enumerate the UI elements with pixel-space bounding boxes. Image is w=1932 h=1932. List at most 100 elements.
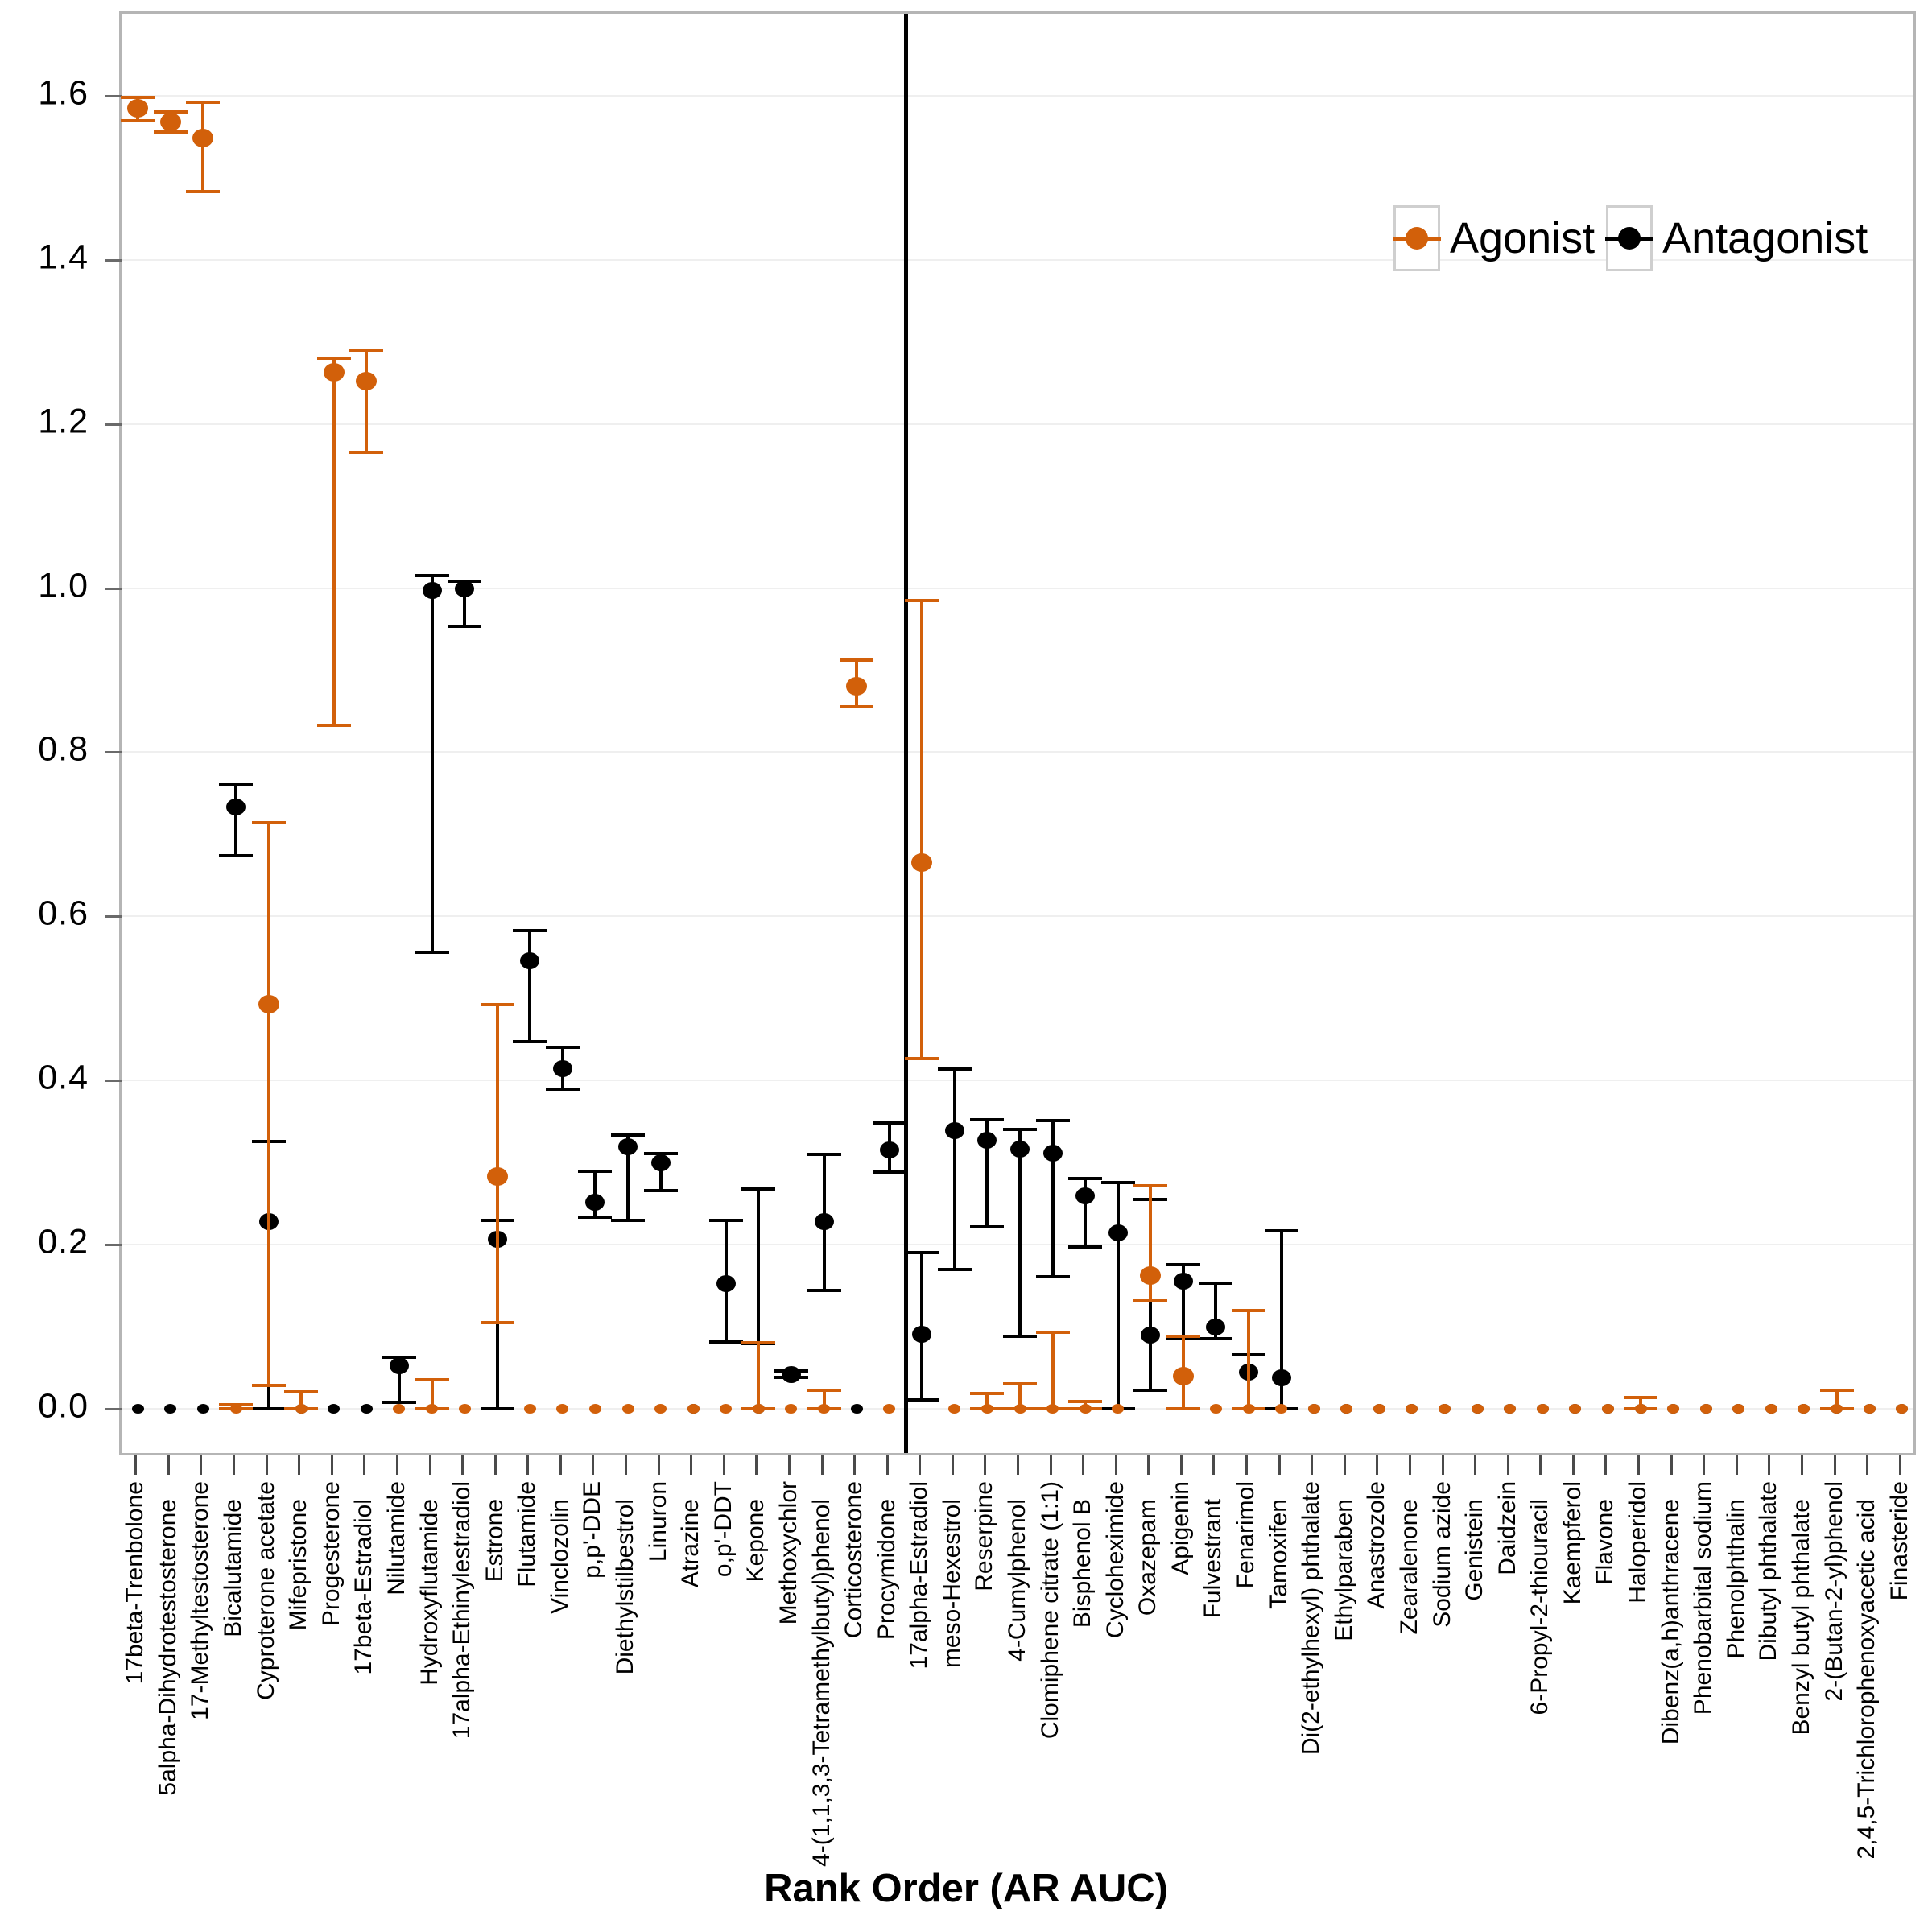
- legend-key-agonist: [1393, 205, 1441, 271]
- error-bar-line: [920, 600, 924, 1059]
- gridline: [122, 915, 1913, 918]
- data-point: [1140, 1266, 1162, 1286]
- data-point: [328, 1403, 341, 1414]
- x-axis-tick: [559, 1455, 562, 1475]
- x-axis-tick: [167, 1455, 170, 1475]
- x-axis-tick-label: Sodium azide: [1428, 1481, 1455, 1628]
- y-axis-tick-labels: 1.6 1.4 1.2 1.0 0.8 0.6 0.4 0.2 0.0: [0, 11, 113, 1455]
- x-axis-tick-label: Cyproterone acetate: [252, 1481, 279, 1700]
- x-axis-tick-label: Flavone: [1591, 1499, 1619, 1585]
- error-bar-line: [1149, 1185, 1153, 1302]
- data-point: [1601, 1403, 1614, 1414]
- error-bar-cap-lower: [153, 130, 188, 134]
- data-point: [455, 580, 475, 598]
- data-point: [948, 1403, 961, 1414]
- error-bar-cap-lower: [708, 1340, 743, 1344]
- data-point: [911, 853, 933, 873]
- error-bar-cap-upper: [611, 1133, 646, 1137]
- error-bar-line: [299, 1392, 303, 1409]
- x-axis-tick-labels: 17beta-Trenbolone 5alpha-Dihydrotestoster…: [119, 1476, 1916, 1895]
- error-bar-line: [332, 358, 336, 725]
- error-bar-line: [1018, 1129, 1022, 1337]
- error-bar-cap-upper: [121, 95, 155, 99]
- x-axis-tick: [233, 1455, 236, 1475]
- error-bar-cap-upper: [1264, 1228, 1298, 1232]
- data-point: [1699, 1403, 1712, 1414]
- error-bar-line: [1639, 1397, 1643, 1409]
- x-axis-tick-label: 6-Propyl-2-thiouracil: [1526, 1499, 1554, 1715]
- x-axis-tick: [657, 1455, 660, 1475]
- x-axis-tick-label: Finasteride: [1885, 1481, 1913, 1601]
- data-point: [1075, 1187, 1096, 1205]
- legend: Agonist Antagonist: [1393, 205, 1879, 271]
- x-axis-tick: [1343, 1455, 1346, 1475]
- error-bar-cap-lower: [545, 1088, 580, 1092]
- data-point: [458, 1403, 471, 1414]
- x-axis-tick-label: Bisphenol B: [1069, 1499, 1096, 1629]
- x-axis-tick-label: 2-(Butan-2-yl)phenol: [1820, 1481, 1847, 1702]
- error-bar-cap-lower: [349, 451, 384, 455]
- legend-label-agonist: Agonist: [1450, 214, 1596, 262]
- data-point: [356, 372, 378, 391]
- x-axis-tick-label: Anastrozole: [1363, 1481, 1390, 1609]
- data-point: [1010, 1141, 1030, 1158]
- x-axis-tick: [984, 1455, 987, 1475]
- error-bar-cap-upper: [545, 1046, 580, 1050]
- error-bar-cap-upper: [1232, 1308, 1266, 1312]
- error-bar-line: [266, 823, 270, 1386]
- x-axis-tick-label: Procymidone: [873, 1499, 900, 1641]
- x-axis-tick: [1147, 1455, 1150, 1475]
- x-axis-tick: [330, 1455, 333, 1475]
- x-axis-tick: [1703, 1455, 1706, 1475]
- x-axis-tick: [1800, 1455, 1803, 1475]
- data-point: [850, 1403, 863, 1414]
- x-axis-tick-label: Phenolphthalin: [1722, 1499, 1749, 1659]
- data-point: [687, 1403, 700, 1414]
- error-bar-line: [985, 1393, 989, 1409]
- gridline: [122, 587, 1913, 589]
- x-axis-tick-label: 17beta-Trenbolone: [122, 1481, 149, 1685]
- x-axis-tick-label: Estrone: [481, 1499, 508, 1583]
- x-axis-tick-label: Kepone: [742, 1499, 770, 1583]
- error-bar-cap-upper: [186, 101, 221, 105]
- error-bar-cap-upper: [1133, 1183, 1168, 1187]
- error-bar-cap-upper: [741, 1187, 776, 1191]
- x-axis-tick: [625, 1455, 628, 1475]
- data-point: [226, 799, 246, 816]
- error-bar-cap-upper: [905, 598, 939, 602]
- x-axis-tick-label: Linuron: [644, 1481, 671, 1563]
- data-point: [585, 1194, 605, 1212]
- x-axis-tick: [1114, 1455, 1117, 1475]
- data-point: [131, 1403, 144, 1414]
- y-axis-tick: [105, 94, 122, 97]
- y-axis-tick-label: 1.0: [38, 566, 89, 605]
- error-bar-cap-lower: [186, 190, 221, 194]
- error-bar-line: [1051, 1332, 1055, 1409]
- error-bar-cap-upper: [872, 1121, 906, 1125]
- x-axis-tick-label: Cycloheximide: [1101, 1481, 1129, 1639]
- x-axis-tick-label: Mifepristone: [285, 1499, 312, 1631]
- error-bar-cap-lower: [905, 1056, 939, 1060]
- data-point: [1141, 1326, 1161, 1344]
- x-axis-tick: [395, 1455, 398, 1475]
- error-bar-cap-upper: [708, 1219, 743, 1223]
- x-axis-tick: [1049, 1455, 1052, 1475]
- data-point: [1896, 1403, 1909, 1414]
- x-axis-tick-label: Zearalenone: [1395, 1499, 1422, 1635]
- error-bar-cap-upper: [415, 1378, 449, 1382]
- error-bar-cap-upper: [1003, 1382, 1037, 1386]
- gridline: [122, 1080, 1913, 1082]
- data-point: [1206, 1319, 1226, 1336]
- data-point: [781, 1365, 801, 1383]
- error-bar-cap-lower: [840, 705, 874, 709]
- data-point: [912, 1325, 932, 1343]
- error-bar-cap-lower: [970, 1224, 1005, 1228]
- error-bar-line: [365, 349, 369, 453]
- error-bar-cap-upper: [1819, 1389, 1854, 1393]
- y-axis-tick: [105, 587, 122, 590]
- data-point: [258, 994, 279, 1013]
- error-bar-line: [463, 581, 467, 627]
- error-bar-cap-upper: [284, 1390, 319, 1394]
- x-axis-tick: [1278, 1455, 1281, 1475]
- x-axis-tick-label: 5alpha-Dihydrotestosterone: [154, 1499, 181, 1796]
